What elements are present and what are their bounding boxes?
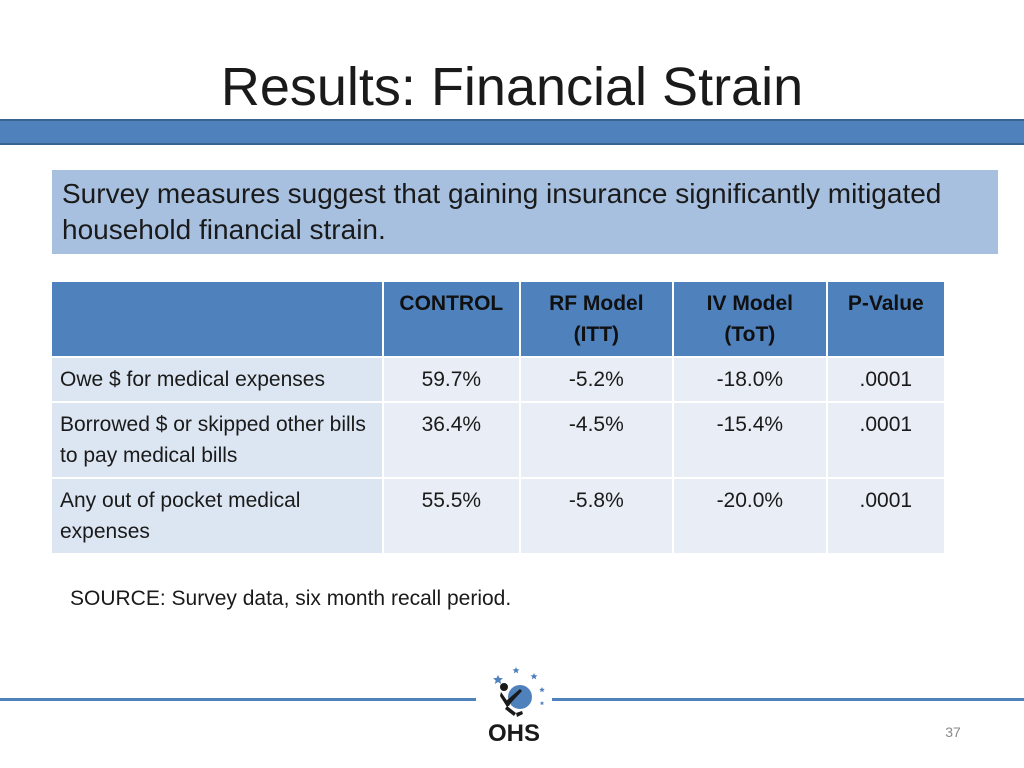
cell-control: 36.4% xyxy=(383,401,521,478)
table-row: Any out of pocket medical expenses 55.5%… xyxy=(52,477,947,553)
cell-iv: -20.0% xyxy=(673,477,828,553)
table-row: Borrowed $ or skipped other bills to pay… xyxy=(52,401,947,478)
cell-rf: -4.5% xyxy=(519,401,675,478)
row-label: Any out of pocket medical expenses xyxy=(52,477,385,553)
cell-iv: -18.0% xyxy=(673,356,828,402)
cell-pvalue: .0001 xyxy=(826,401,947,478)
summary-box: Survey measures suggest that gaining ins… xyxy=(52,170,998,254)
header-rf-line1: RF Model xyxy=(549,292,644,315)
header-iv-line2: (ToT) xyxy=(724,323,776,346)
cell-rf: -5.2% xyxy=(519,356,675,402)
cell-control: 59.7% xyxy=(383,356,521,402)
header-rf-line2: (ITT) xyxy=(573,323,620,346)
results-table: CONTROL RF Model (ITT) IV Model (ToT) P-Va… xyxy=(52,282,947,553)
ohs-logo-icon: OHS xyxy=(476,663,552,747)
page-number: 37 xyxy=(945,724,961,740)
summary-text: Survey measures suggest that gaining ins… xyxy=(62,178,942,245)
cell-pvalue: .0001 xyxy=(826,356,947,402)
header-iv-line1: IV Model xyxy=(706,292,793,315)
footer-line-right xyxy=(552,698,1024,701)
source-note: SOURCE: Survey data, six month recall pe… xyxy=(70,587,512,610)
header-pvalue-text: P-Value xyxy=(847,292,924,315)
cell-rf: -5.8% xyxy=(519,477,675,553)
table-row: Owe $ for medical expenses 59.7% -5.2% -… xyxy=(52,356,947,402)
header-pvalue: P-Value xyxy=(826,282,947,357)
header-label xyxy=(52,282,385,357)
title-divider-bar xyxy=(0,119,1024,145)
table-header-row: CONTROL RF Model (ITT) IV Model (ToT) P-Va… xyxy=(52,282,947,357)
row-label: Borrowed $ or skipped other bills to pay… xyxy=(52,401,385,478)
footer-line-left xyxy=(0,698,476,701)
cell-control: 55.5% xyxy=(383,477,521,553)
header-rf-model: RF Model (ITT) xyxy=(519,282,675,357)
cell-iv: -15.4% xyxy=(673,401,828,478)
cell-pvalue: .0001 xyxy=(826,477,947,553)
row-label: Owe $ for medical expenses xyxy=(52,356,385,402)
header-iv-model: IV Model (ToT) xyxy=(673,282,828,357)
slide-title: Results: Financial Strain xyxy=(220,57,804,117)
header-control: CONTROL xyxy=(383,282,521,357)
logo-text: OHS xyxy=(488,720,540,747)
header-control-text: CONTROL xyxy=(399,292,504,315)
